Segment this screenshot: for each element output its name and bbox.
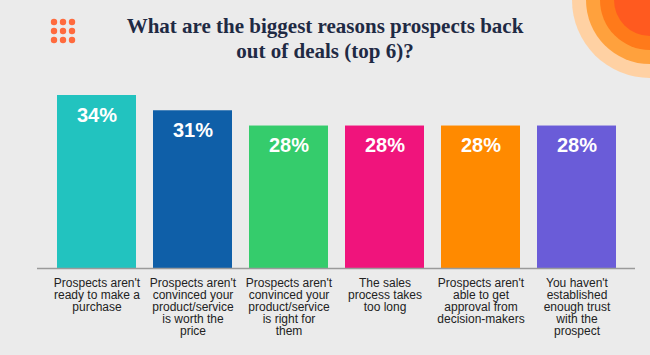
svg-text:Prospects aren'tconvinced your: Prospects aren'tconvinced yourproduct/se… bbox=[246, 276, 333, 338]
svg-text:28%: 28% bbox=[557, 134, 597, 156]
html-text:What are the biggest reasons p: What are the biggest reasons prospects b… bbox=[126, 14, 524, 63]
svg-text:34%: 34% bbox=[77, 104, 117, 126]
svg-text:The salesprocess takestoo long: The salesprocess takestoo long bbox=[348, 276, 422, 314]
svg-text:Prospects aren'tready to make: Prospects aren'tready to make apurchase bbox=[54, 276, 141, 314]
svg-text:Prospects aren'tconvinced your: Prospects aren'tconvinced yourproduct/se… bbox=[150, 276, 237, 338]
svg-text:31%: 31% bbox=[173, 119, 213, 141]
svg-text:Prospects aren'table to getapp: Prospects aren'table to getapproval from… bbox=[437, 276, 525, 326]
svg-text:28%: 28% bbox=[269, 134, 309, 156]
svg-text:28%: 28% bbox=[461, 134, 501, 156]
svg-text:You haven'testablishedenough t: You haven'testablishedenough trustwith t… bbox=[544, 276, 611, 338]
svg-text:28%: 28% bbox=[365, 134, 405, 156]
